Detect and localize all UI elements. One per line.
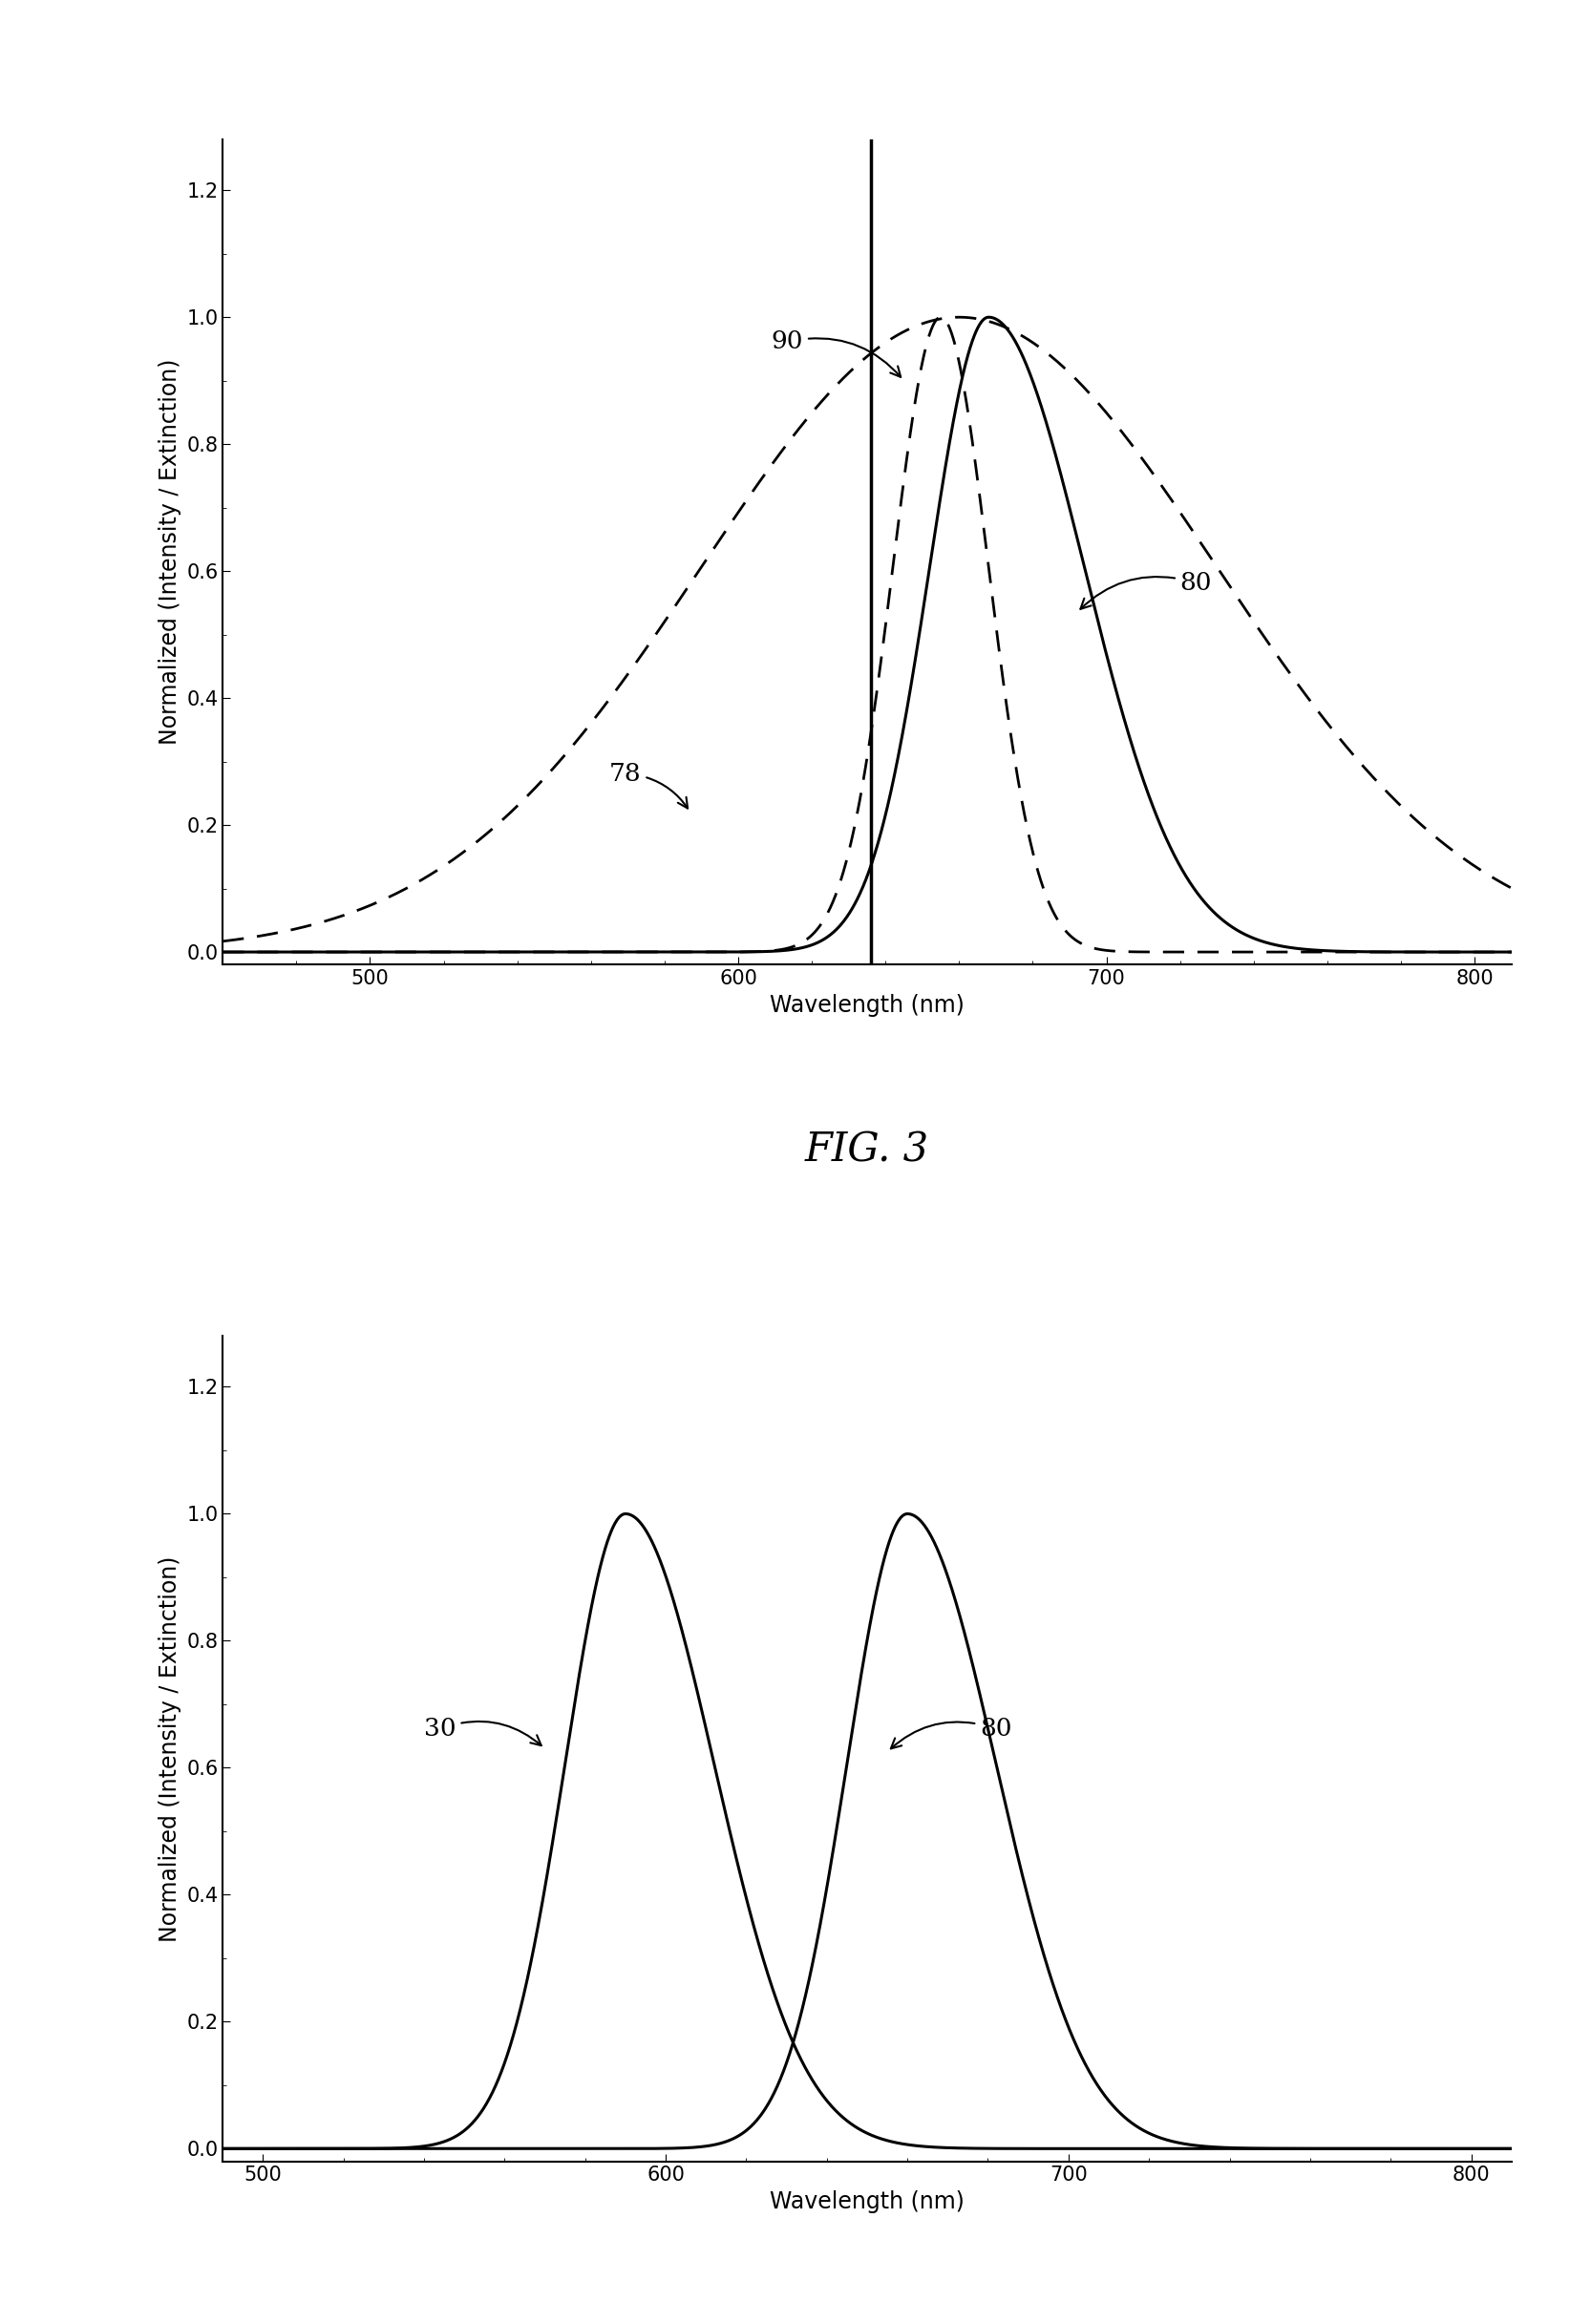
- Text: 80: 80: [891, 1717, 1012, 1748]
- Y-axis label: Normalized (Intensity / Extinction): Normalized (Intensity / Extinction): [158, 1555, 181, 1943]
- X-axis label: Wavelength (nm): Wavelength (nm): [770, 2189, 964, 2212]
- Text: 30: 30: [425, 1717, 541, 1745]
- Text: 78: 78: [609, 762, 687, 809]
- Text: FIG. 3: FIG. 3: [805, 1129, 929, 1169]
- Y-axis label: Normalized (Intensity / Extinction): Normalized (Intensity / Extinction): [158, 358, 181, 746]
- X-axis label: Wavelength (nm): Wavelength (nm): [770, 995, 964, 1016]
- Text: 80: 80: [1080, 572, 1212, 609]
- Text: 90: 90: [772, 330, 901, 376]
